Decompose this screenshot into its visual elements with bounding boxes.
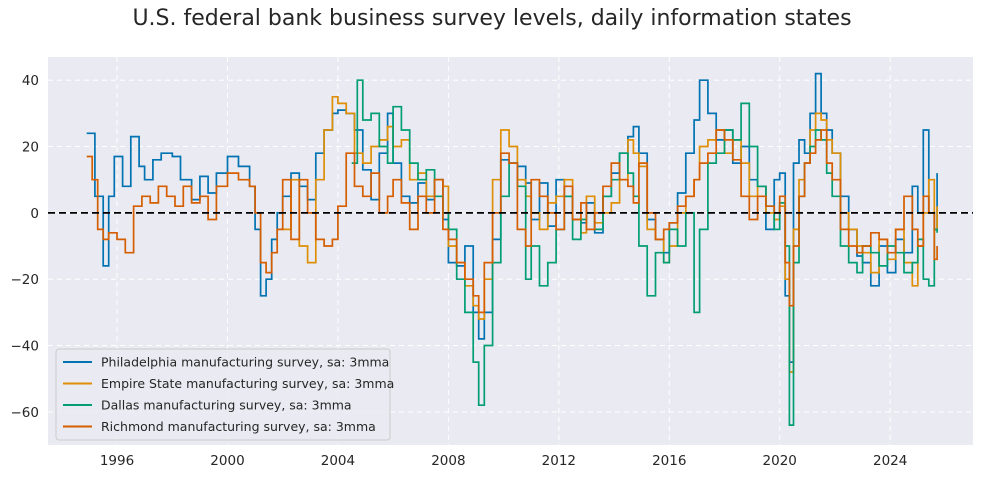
series-line-1 — [282, 95, 938, 373]
tick-layer: −60 −40 −20 0 20 40 1996 2000 2004 2008 2012 2016 20… — [11, 73, 908, 469]
y-tick-label: 40 — [22, 73, 39, 89]
legend-label-2: Dallas manufacturing survey, sa: 3mma — [101, 398, 352, 413]
y-tick-label: −40 — [11, 339, 40, 355]
legend-box — [55, 348, 391, 441]
x-tick-label: 2016 — [652, 453, 686, 469]
series-line-3 — [86, 129, 938, 314]
x-tick-label: 2012 — [542, 453, 576, 469]
legend-label-0: Philadelphia manufacturing survey, sa: 3… — [101, 355, 389, 370]
y-tick-label: 20 — [22, 140, 39, 156]
y-tick-label: −20 — [11, 272, 40, 288]
y-tick-label: −60 — [11, 405, 40, 421]
x-tick-label: 2008 — [431, 453, 465, 469]
y-tick-label: 0 — [30, 206, 39, 222]
x-tick-label: 1996 — [100, 453, 134, 469]
series-layer — [86, 72, 938, 426]
legend-label-3: Richmond manufacturing survey, sa: 3mma — [101, 419, 376, 434]
x-tick-label: 2004 — [321, 453, 355, 469]
x-tick-label: 2000 — [210, 453, 244, 469]
legend: Philadelphia manufacturing survey, sa: 3… — [55, 348, 394, 441]
chart-title: U.S. federal bank business survey levels… — [132, 6, 852, 31]
x-tick-label: 2020 — [763, 453, 797, 469]
legend-label-1: Empire State manufacturing survey, sa: 3… — [101, 376, 394, 391]
x-tick-label: 2024 — [873, 453, 907, 469]
